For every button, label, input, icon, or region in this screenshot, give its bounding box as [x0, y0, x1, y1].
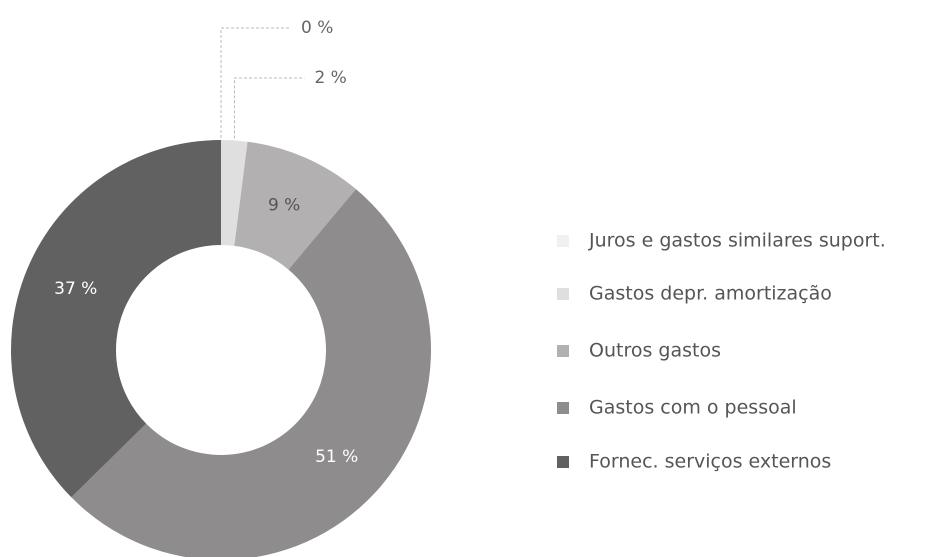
slice — [10, 140, 222, 498]
value-label: 2 % — [314, 68, 346, 88]
legend-label: Juros e gastos similares suport. — [588, 230, 886, 252]
leader-line — [233, 77, 305, 139]
value-label: 37 % — [54, 279, 97, 299]
legend-label: Gastos depr. amortização — [589, 283, 832, 305]
value-label: 0 % — [301, 18, 333, 38]
slice — [221, 140, 248, 246]
legend-swatch — [557, 235, 569, 247]
slice — [71, 189, 431, 557]
legend-swatch — [557, 288, 569, 300]
legend-swatch — [557, 402, 569, 414]
legend-label: Outros gastos — [589, 340, 721, 362]
slice — [234, 141, 356, 270]
value-label: 51 % — [315, 447, 358, 467]
leader-line — [220, 27, 291, 138]
legend-swatch — [557, 456, 569, 468]
value-label: 9 % — [268, 196, 300, 216]
legend-swatch — [557, 345, 569, 357]
legend-label: Fornec. serviços externos — [589, 451, 831, 473]
legend-label: Gastos com o pessoal — [589, 397, 797, 419]
